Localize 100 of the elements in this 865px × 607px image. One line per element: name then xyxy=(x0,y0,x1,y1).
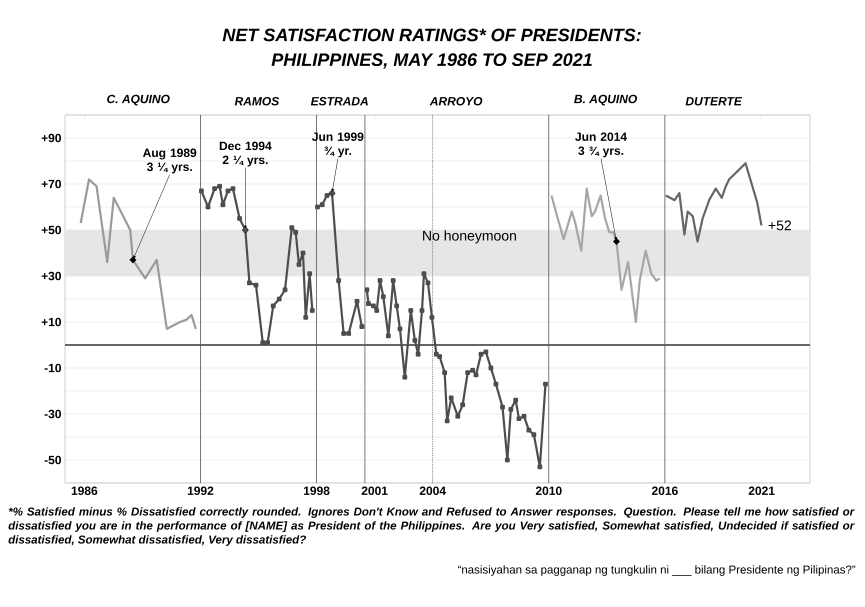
point xyxy=(504,458,510,462)
x-tick-label: 1992 xyxy=(188,486,214,496)
point xyxy=(260,340,266,346)
point xyxy=(465,370,470,375)
y-tick-label: -50 xyxy=(44,456,61,464)
point xyxy=(226,188,230,194)
point xyxy=(380,294,386,300)
point xyxy=(488,366,494,370)
y-tick-label: -10 xyxy=(44,364,61,372)
x-tick-label: 2010 xyxy=(536,486,562,496)
point xyxy=(508,406,514,412)
point xyxy=(470,368,476,373)
point xyxy=(289,225,294,230)
point xyxy=(206,204,210,210)
point xyxy=(341,331,346,336)
point xyxy=(371,303,376,308)
point xyxy=(416,352,421,357)
text: “nasisiyahan sa pagganap ng tungkulin ni ___ bilang Presidente ng Pilipinas?” xyxy=(458,565,856,576)
point xyxy=(478,352,484,357)
point xyxy=(537,464,542,470)
y-tick-label: +30 xyxy=(42,272,61,280)
text: B. AQUINO xyxy=(574,94,638,106)
point xyxy=(324,193,330,198)
point xyxy=(429,314,434,320)
x-tick-label: 2021 xyxy=(748,486,775,496)
point xyxy=(303,314,308,320)
x-tick-label: 2004 xyxy=(420,486,446,496)
point xyxy=(494,382,498,386)
point xyxy=(402,374,408,380)
text: RAMOS xyxy=(234,96,280,106)
point xyxy=(265,340,270,346)
point xyxy=(543,382,548,386)
y-tick-label: +50 xyxy=(42,226,61,234)
line-series xyxy=(664,162,763,243)
point xyxy=(394,303,400,308)
point xyxy=(513,398,518,403)
point xyxy=(426,280,430,286)
point xyxy=(455,414,460,419)
point xyxy=(320,202,325,208)
point xyxy=(230,186,236,191)
point xyxy=(336,278,342,283)
point xyxy=(526,428,532,432)
point xyxy=(390,278,396,283)
point xyxy=(442,370,448,375)
point xyxy=(444,418,450,424)
annotation: Dec 1994 2 ¼ yrs. xyxy=(220,142,272,167)
point xyxy=(359,324,364,329)
x-tick-label: 2001 xyxy=(362,486,388,496)
point xyxy=(296,262,302,267)
point xyxy=(420,308,424,313)
point xyxy=(199,188,204,194)
line-series xyxy=(80,178,197,330)
point xyxy=(398,326,402,332)
point xyxy=(270,303,276,308)
text: C. AQUINO xyxy=(107,94,170,106)
text: ESTRADA xyxy=(310,96,368,106)
point xyxy=(378,278,382,283)
x-tick-label: 1986 xyxy=(72,486,98,496)
point xyxy=(220,202,226,208)
point xyxy=(366,301,371,306)
point xyxy=(434,352,439,357)
point xyxy=(315,204,320,210)
line-series xyxy=(550,187,661,324)
point xyxy=(516,416,522,421)
point xyxy=(386,333,391,338)
text: *% Satisfied minus % Dissatisfied correctly rounded. Ignores Don't Know and Refused to Answer responses. Question. Please tell me how satisfied or dissatisfied you are in the performance of [NAME] as President of the Philippines. Are you Very satisfied, Somewhat satisfied, Undecided if satisfied or dissatisfied, Somewhat dissatisfied, Very dissatisfied? xyxy=(8,507,855,546)
y-tick-label: +10 xyxy=(42,318,61,326)
point xyxy=(460,402,466,408)
point xyxy=(247,280,252,286)
point xyxy=(237,216,242,221)
point xyxy=(282,287,288,292)
point xyxy=(354,298,360,304)
point xyxy=(310,308,315,313)
x-tick-label: 1998 xyxy=(304,486,330,496)
point xyxy=(448,395,454,400)
y-tick-label: +90 xyxy=(42,134,61,142)
annotation: No honeymoon xyxy=(423,230,516,244)
text: ARROYO xyxy=(430,96,482,106)
chart-subtitle: PHILIPPINES, MAY 1986 TO SEP 2021 xyxy=(272,53,592,69)
point xyxy=(422,271,426,276)
point xyxy=(276,296,282,302)
annotation: Jun 2014 3 ¾ yrs. xyxy=(575,132,627,158)
point xyxy=(212,186,217,191)
text: DUTERTE xyxy=(686,97,742,106)
point xyxy=(408,308,414,313)
point xyxy=(531,432,536,438)
y-tick-label: +70 xyxy=(42,180,61,188)
point xyxy=(300,250,306,256)
point xyxy=(500,404,505,410)
point xyxy=(483,349,488,354)
point xyxy=(293,230,298,235)
chart-title: NET SATISFACTION RATINGS* OF PRESIDENTS: xyxy=(222,28,641,42)
y-tick-label: -30 xyxy=(44,410,61,418)
point xyxy=(217,184,222,189)
point xyxy=(346,331,352,336)
point xyxy=(437,354,442,359)
point xyxy=(307,271,312,276)
point xyxy=(254,282,258,288)
x-tick-label: 2016 xyxy=(652,486,678,496)
point xyxy=(474,372,478,378)
